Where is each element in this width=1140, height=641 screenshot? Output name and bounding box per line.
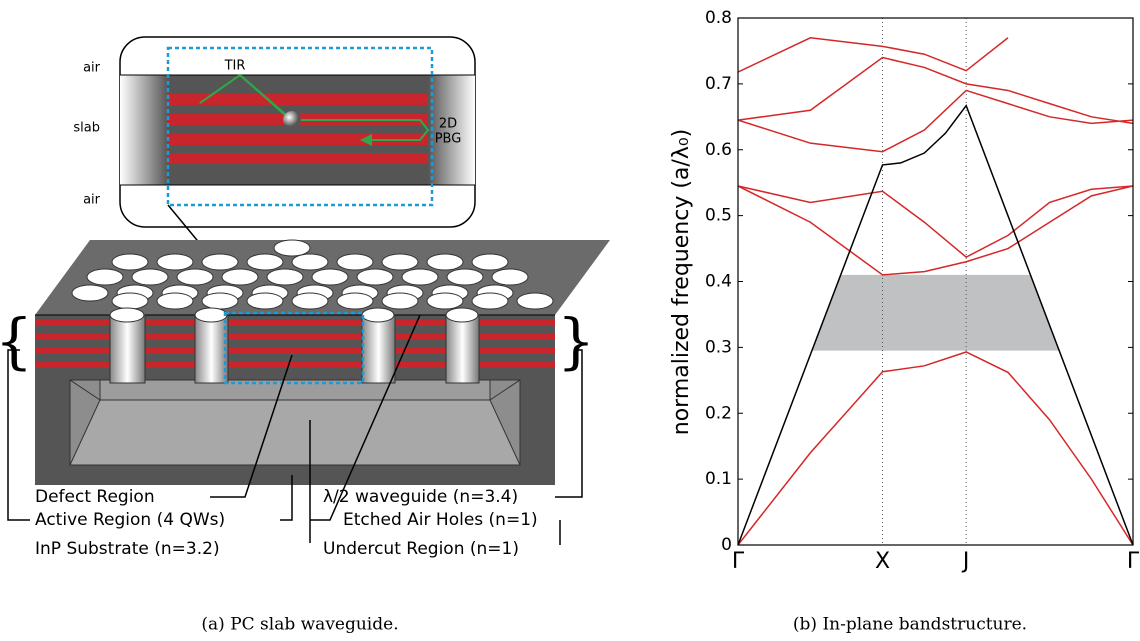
inset bbox=[120, 37, 475, 227]
y-tick-label: 0.3 bbox=[705, 337, 732, 357]
diagram-label: λ/2 waveguide (n=3.4) bbox=[323, 487, 518, 507]
x-tick-label: J bbox=[961, 549, 970, 574]
diagram-label: Undercut Region (n=1) bbox=[323, 539, 519, 559]
y-tick-label: 0.8 bbox=[705, 8, 732, 28]
diagram-label: Defect Region bbox=[35, 487, 155, 507]
inset-label: PBG bbox=[435, 132, 462, 147]
inset-label: slab bbox=[73, 121, 100, 136]
diagram-label: Active Region (4 QWs) bbox=[35, 510, 225, 530]
diagram-label: Etched Air Holes (n=1) bbox=[343, 510, 538, 530]
inset-label: TIR bbox=[224, 59, 246, 74]
caption: (a) PC slab waveguide. bbox=[201, 615, 398, 635]
y-tick-label: 0.7 bbox=[705, 74, 732, 94]
band-gap bbox=[812, 275, 1059, 351]
x-tick-label: X bbox=[875, 549, 890, 574]
y-tick-label: 0.2 bbox=[705, 403, 732, 423]
y-axis-label: normalized frequency (a/λ₀) bbox=[669, 129, 694, 435]
page: {"diagram": { "inset": {"air_top": "air"… bbox=[0, 0, 1140, 641]
caption: (b) In-plane bandstructure. bbox=[793, 615, 1027, 635]
inset-label: 2D bbox=[439, 117, 457, 132]
inset-label: air bbox=[83, 193, 101, 208]
brace: { bbox=[0, 307, 33, 377]
y-tick-label: 0 bbox=[721, 535, 732, 555]
inset-label: air bbox=[83, 61, 101, 76]
band-curve bbox=[738, 352, 1133, 545]
y-tick-label: 0.1 bbox=[705, 469, 732, 489]
y-tick-label: 0.4 bbox=[705, 272, 732, 292]
x-tick-label: Γ bbox=[1127, 549, 1140, 574]
diagram-label: InP Substrate (n=3.2) bbox=[35, 539, 220, 559]
band-curve bbox=[738, 58, 1133, 124]
band-curve bbox=[738, 186, 1133, 257]
x-tick-label: Γ bbox=[732, 549, 745, 574]
y-tick-label: 0.5 bbox=[705, 206, 732, 226]
y-tick-label: 0.6 bbox=[705, 140, 732, 160]
figure: air slab air TIR 2D PBG { } bbox=[0, 0, 1140, 637]
band-curve bbox=[738, 38, 1133, 72]
brace: } bbox=[557, 307, 595, 377]
